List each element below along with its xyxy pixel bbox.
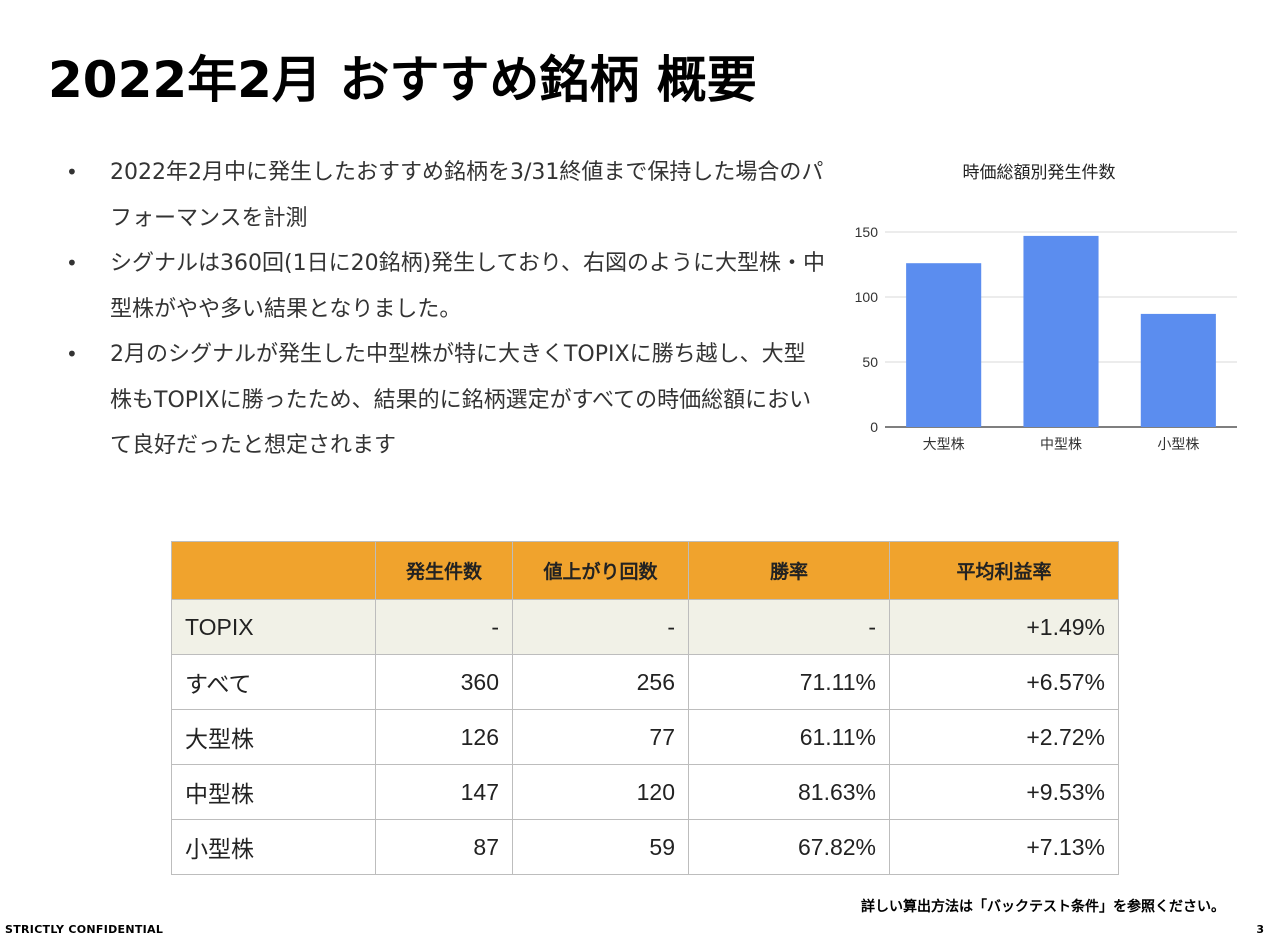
bullet-text: 2022年2月中に発生したおすすめ銘柄を3/31終値まで保持した場合のパフォーマ… (110, 160, 824, 231)
cell-win-rate: - (688, 599, 890, 655)
chart-bar (1140, 313, 1216, 427)
row-label: TOPIX (171, 599, 376, 655)
cell-avg-return: +1.49% (889, 599, 1119, 655)
cell-count: 360 (375, 654, 513, 710)
cell-win-rate: 67.82% (688, 819, 890, 875)
chart-bar (1023, 235, 1099, 427)
cell-avg-return: +9.53% (889, 764, 1119, 820)
table-header-row: 発生件数 値上がり回数 勝率 平均利益率 (171, 541, 1119, 600)
cell-win-rate: 71.11% (688, 654, 890, 710)
table-row: 中型株 147 120 81.63% +9.53% (171, 764, 1119, 820)
chart-title: 時価総額別発生件数 (963, 163, 1116, 183)
y-tick-label: 100 (855, 289, 879, 305)
header-cell-win-rate: 勝率 (688, 541, 890, 600)
bullet-item: • 2022年2月中に発生したおすすめ銘柄を3/31終値まで保持した場合のパフォ… (66, 150, 826, 241)
chart-bar (906, 263, 982, 427)
header-cell-count: 発生件数 (375, 541, 513, 600)
y-tick-label: 150 (855, 224, 879, 240)
cell-avg-return: +6.57% (889, 654, 1119, 710)
chart-svg: 時価総額別発生件数 0 50 100 150 大型株 中型株 小型株 (855, 163, 1237, 453)
bullet-item: • シグナルは360回(1日に20銘柄)発生しており、右図のように大型株・中型株… (66, 241, 826, 332)
cell-rise-count: - (512, 599, 689, 655)
bullet-list: • 2022年2月中に発生したおすすめ銘柄を3/31終値まで保持した場合のパフォ… (66, 150, 826, 469)
row-label: 中型株 (171, 764, 376, 820)
performance-table: 発生件数 値上がり回数 勝率 平均利益率 TOPIX - - - +1.49% … (171, 541, 1119, 875)
x-tick-label: 大型株 (923, 437, 965, 453)
x-tick-label: 中型株 (1040, 437, 1082, 453)
header-cell-label (171, 541, 376, 600)
row-label: 小型株 (171, 819, 376, 875)
cell-avg-return: +7.13% (889, 819, 1119, 875)
bullet-icon: • (66, 251, 78, 275)
table-row: すべて 360 256 71.11% +6.57% (171, 654, 1119, 710)
cell-count: 126 (375, 709, 513, 765)
row-label: すべて (171, 654, 376, 710)
confidential-footer: STRICTLY CONFIDENTIAL (5, 923, 164, 936)
cell-count: 87 (375, 819, 513, 875)
x-tick-label: 小型株 (1157, 437, 1199, 453)
bullet-text: シグナルは360回(1日に20銘柄)発生しており、右図のように大型株・中型株がや… (110, 251, 825, 322)
table-row: 大型株 126 77 61.11% +2.72% (171, 709, 1119, 765)
cell-rise-count: 256 (512, 654, 689, 710)
table-row-topix: TOPIX - - - +1.49% (171, 599, 1119, 655)
bullet-item: • 2月のシグナルが発生した中型株が特に大きくTOPIXに勝ち越し、大型株もTO… (66, 332, 826, 469)
bullet-text: 2月のシグナルが発生した中型株が特に大きくTOPIXに勝ち越し、大型株もTOPI… (110, 342, 812, 458)
row-label: 大型株 (171, 709, 376, 765)
page-title: 2022年2月 おすすめ銘柄 概要 (48, 51, 757, 109)
cell-win-rate: 81.63% (688, 764, 890, 820)
y-tick-label: 0 (870, 419, 878, 435)
bullet-icon: • (66, 342, 78, 366)
cell-rise-count: 59 (512, 819, 689, 875)
header-cell-avg-return: 平均利益率 (889, 541, 1119, 600)
method-note: 詳しい算出方法は「バックテスト条件」を参照ください。 (861, 899, 1225, 915)
table-row: 小型株 87 59 67.82% +7.13% (171, 819, 1119, 875)
cell-rise-count: 77 (512, 709, 689, 765)
cell-count: - (375, 599, 513, 655)
cell-rise-count: 120 (512, 764, 689, 820)
cell-count: 147 (375, 764, 513, 820)
market-cap-chart: 時価総額別発生件数 0 50 100 150 大型株 中型株 小型株 (840, 155, 1250, 465)
bullet-icon: • (66, 160, 78, 184)
cell-avg-return: +2.72% (889, 709, 1119, 765)
cell-win-rate: 61.11% (688, 709, 890, 765)
y-tick-label: 50 (862, 354, 878, 370)
header-cell-rise-count: 値上がり回数 (512, 541, 689, 600)
page-number: 3 (1256, 923, 1264, 936)
